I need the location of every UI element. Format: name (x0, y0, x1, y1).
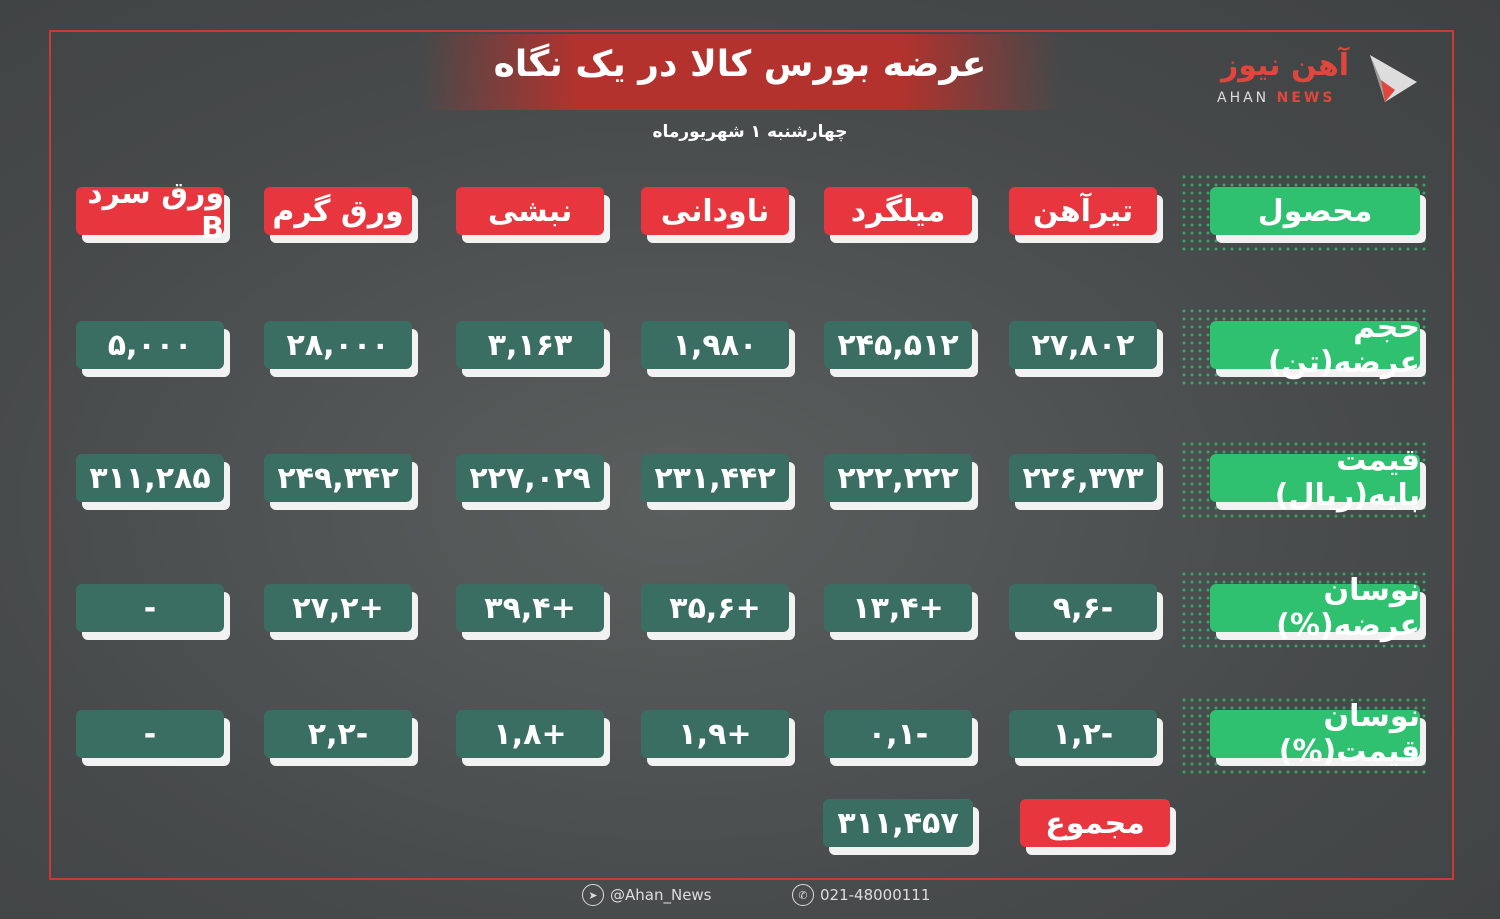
base-price-cell: ۲۴۹,۳۴۲ (264, 454, 412, 502)
supply-change-cell: - (76, 584, 224, 632)
price-change-cell: +۱,۸ (456, 710, 604, 758)
volume-cell: ۲۴۵,۵۱۲ (824, 321, 972, 369)
volume-cell: ۳,۱۶۳ (456, 321, 604, 369)
total-value: ۳۱۱,۴۵۷ (823, 799, 973, 847)
base-price-cell: ۲۲۶,۳۷۳ (1009, 454, 1157, 502)
volume-cell: ۵,۰۰۰ (76, 321, 224, 369)
row-label-supply-change: نوسان عرضه(%) (1210, 573, 1420, 643)
phone-icon: ✆ (792, 884, 814, 906)
base-price-cell: ۲۳۱,۴۴۲ (641, 454, 789, 502)
title-band (420, 34, 1060, 110)
volume-cell: ۱,۹۸۰ (641, 321, 789, 369)
supply-change-cell: +۳۹,۴ (456, 584, 604, 632)
supply-change-cell: +۱۳,۴ (824, 584, 972, 632)
price-change-cell: -۰,۱ (824, 710, 972, 758)
supply-change-cell: +۲۷,۲ (264, 584, 412, 632)
base-price-cell: ۳۱۱,۲۸۵ (76, 454, 224, 502)
price-change-cell: -۲,۲ (264, 710, 412, 758)
footer-telegram: ➤ @Ahan_News (582, 884, 712, 906)
row-label-base-price: قیمت پایه(ریال) (1210, 443, 1420, 513)
product-header: ورق گرم (264, 187, 412, 235)
row-label-price-change: نوسان قیمت(%) (1210, 699, 1420, 769)
product-header: ورق سرد B (76, 176, 224, 246)
row-label-volume: حجم عرضه(تن) (1210, 310, 1420, 380)
product-header: نبشی (456, 187, 604, 235)
product-header: میلگرد (824, 187, 972, 235)
logo-text-fa: آهن نیوز (1220, 48, 1350, 83)
price-change-cell: -۱,۲ (1009, 710, 1157, 758)
volume-cell: ۲۸,۰۰۰ (264, 321, 412, 369)
volume-cell: ۲۷,۸۰۲ (1009, 321, 1157, 369)
ahan-news-logo: آهن نیوز AHAN NEWS (1215, 48, 1425, 108)
frame-border (49, 30, 1454, 880)
supply-change-cell: +۳۵,۶ (641, 584, 789, 632)
date-subtitle: چهارشنبه ۱ شهریورماه (652, 122, 848, 142)
product-header: ناودانی (641, 187, 789, 235)
product-header: تیرآهن (1009, 187, 1157, 235)
footer-phone: ✆ 021-48000111 (792, 884, 930, 906)
total-label: مجموع (1020, 799, 1170, 847)
row-label-product: محصول (1210, 187, 1420, 235)
paper-plane-icon (1370, 55, 1417, 102)
base-price-cell: ۲۲۷,۰۲۹ (456, 454, 604, 502)
price-change-cell: - (76, 710, 224, 758)
base-price-cell: ۲۲۲,۲۲۲ (824, 454, 972, 502)
logo-text-en: AHAN NEWS (1217, 90, 1336, 106)
page-title: عرضه بورس کالا در یک نگاه (493, 44, 987, 85)
price-change-cell: +۱,۹ (641, 710, 789, 758)
supply-change-cell: -۹,۶ (1009, 584, 1157, 632)
telegram-icon: ➤ (582, 884, 604, 906)
